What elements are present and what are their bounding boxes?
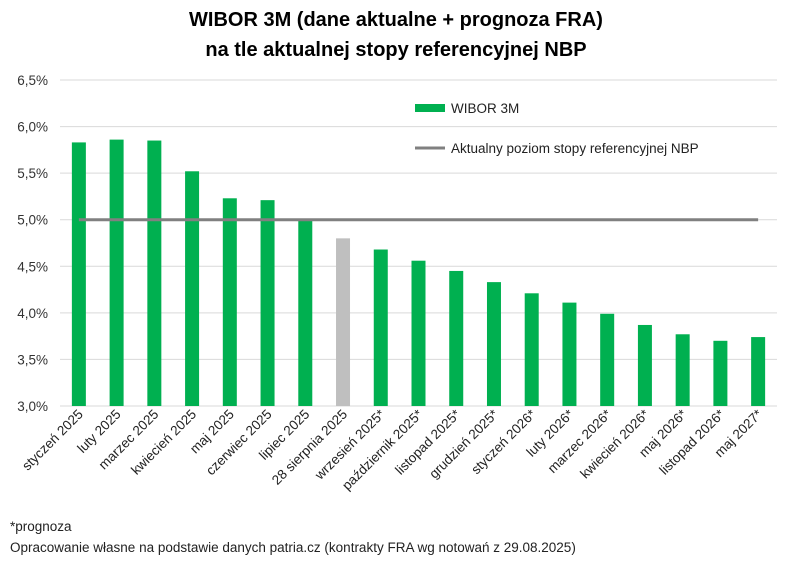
bar bbox=[486, 282, 501, 406]
x-tick-label: styczeń 2025 bbox=[19, 407, 86, 474]
legend-swatch-wibor bbox=[415, 104, 445, 112]
y-tick-label: 6,5% bbox=[17, 73, 48, 88]
y-tick-label: 5,5% bbox=[17, 166, 48, 181]
bar bbox=[600, 313, 615, 406]
y-tick-label: 4,0% bbox=[17, 306, 48, 321]
x-tick-label: listopad 2025* bbox=[392, 406, 464, 478]
bar bbox=[298, 220, 313, 406]
bar bbox=[71, 142, 86, 407]
y-tick-label: 6,0% bbox=[17, 120, 48, 135]
bar bbox=[524, 293, 539, 406]
x-tick-label: czerwiec 2025 bbox=[203, 407, 275, 479]
bar bbox=[449, 270, 464, 406]
y-tick-label: 4,5% bbox=[17, 259, 48, 274]
chart-title: WIBOR 3M (dane aktualne + prognoza FRA) bbox=[189, 9, 603, 31]
bar bbox=[222, 198, 237, 406]
footnote: *prognoza bbox=[10, 519, 72, 534]
y-tick-label: 5,0% bbox=[17, 213, 48, 228]
bar bbox=[185, 171, 200, 406]
bar bbox=[147, 140, 162, 407]
chart-subtitle: na tle aktualnej stopy referencyjnej NBP bbox=[205, 39, 587, 61]
legend-label-wibor: WIBOR 3M bbox=[451, 101, 519, 116]
bar bbox=[109, 139, 124, 406]
source-note: Opracowanie własne na podstawie danych p… bbox=[10, 540, 576, 555]
x-tick-label: kwiecień 2025 bbox=[128, 407, 199, 478]
bar bbox=[675, 334, 690, 406]
chart-plot: 3,0% 3,5% 4,0% 4,5% 5,0% 5,5% 6,0% 6,5% styczeń … bbox=[17, 73, 777, 493]
bar bbox=[562, 302, 577, 406]
bar bbox=[373, 249, 388, 406]
x-tick-label: styczeń 2026* bbox=[468, 406, 539, 477]
y-tick-label: 3,0% bbox=[17, 399, 48, 414]
x-tick-label: listopad 2026* bbox=[656, 406, 728, 478]
bar bbox=[336, 238, 351, 406]
bar bbox=[713, 340, 728, 406]
bar bbox=[260, 200, 275, 406]
legend-label-nbp: Aktualny poziom stopy referencyjnej NBP bbox=[451, 141, 699, 156]
bar bbox=[411, 260, 426, 406]
y-tick-label: 3,5% bbox=[17, 352, 48, 367]
bar bbox=[751, 337, 766, 406]
bar bbox=[637, 324, 652, 406]
